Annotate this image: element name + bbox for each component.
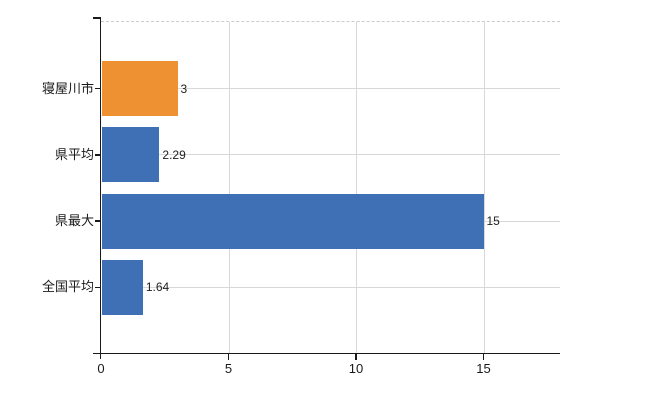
y-axis-line	[99, 17, 101, 359]
category-gridline	[177, 88, 560, 89]
category-tick	[95, 220, 101, 222]
x-gridline	[483, 22, 485, 353]
x-tick-label: 0	[97, 361, 105, 376]
x-tick-label: 15	[476, 361, 491, 376]
bar-value-label: 1.64	[145, 280, 170, 295]
x-tick	[227, 354, 230, 360]
category-gridline	[159, 154, 560, 156]
category-tick	[95, 154, 101, 156]
category-tick	[95, 87, 101, 90]
x-tick-label: 10	[348, 361, 364, 376]
category-gridline	[142, 286, 560, 288]
bar-value-label: 3	[180, 81, 188, 96]
category-label: 全国平均	[41, 279, 94, 295]
category-tick	[95, 286, 101, 289]
x-axis-line	[93, 352, 560, 354]
x-tick	[355, 354, 357, 360]
bar	[102, 127, 160, 183]
x-tick-label: 5	[224, 361, 233, 376]
plot-top-border	[101, 21, 560, 22]
category-label: 寝屋川市	[41, 80, 94, 96]
x-gridline	[228, 22, 230, 353]
x-tick	[482, 354, 485, 360]
bar	[102, 61, 178, 116]
y-axis-cap	[93, 17, 101, 19]
category-label: 県最大	[54, 213, 94, 229]
category-gridline	[483, 220, 560, 222]
category-label: 県平均	[54, 146, 94, 162]
x-gridline	[356, 22, 357, 353]
bar-value-label: 15	[486, 214, 500, 229]
bar	[102, 259, 143, 315]
bar-value-label: 2.29	[162, 147, 186, 162]
bar	[102, 193, 484, 249]
